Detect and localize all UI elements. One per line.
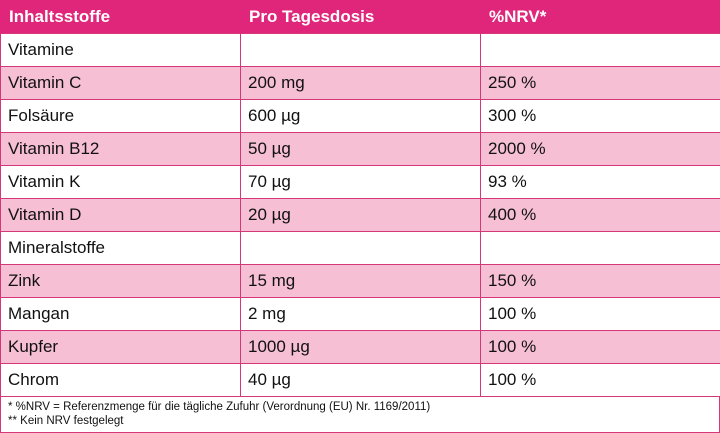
nutrition-table: Inhaltsstoffe Pro Tagesdosis %NRV* Vitam… <box>0 0 720 397</box>
table-row: Zink 15 mg 150 % <box>0 264 720 298</box>
footnote-nrv-definition: * %NRV = Referenzmenge für die tägliche … <box>8 401 431 413</box>
row-dose: 70 µg <box>240 165 481 199</box>
row-nrv: 100 % <box>480 330 720 364</box>
header-row: Inhaltsstoffe Pro Tagesdosis %NRV* <box>0 0 720 34</box>
row-nrv: 400 % <box>480 198 720 232</box>
row-name: Folsäure <box>0 99 241 133</box>
row-dose: 2 mg <box>240 297 481 331</box>
row-nrv <box>480 231 720 265</box>
table-row: Vitamin K 70 µg 93 % <box>0 165 720 199</box>
row-dose: 40 µg <box>240 363 481 397</box>
row-name: Zink <box>0 264 241 298</box>
row-dose: 600 µg <box>240 99 481 133</box>
header-nrv: %NRV* <box>480 0 720 34</box>
row-nrv <box>480 33 720 67</box>
row-dose: 15 mg <box>240 264 481 298</box>
row-dose <box>240 33 481 67</box>
row-name: Vitamine <box>0 33 241 67</box>
table-row: Folsäure 600 µg 300 % <box>0 99 720 133</box>
row-nrv: 250 % <box>480 66 720 100</box>
table-row: Vitamine <box>0 33 720 67</box>
row-name: Chrom <box>0 363 241 397</box>
row-nrv: 100 % <box>480 297 720 331</box>
row-nrv: 2000 % <box>480 132 720 166</box>
footnotes: * %NRV = Referenzmenge für die tägliche … <box>0 397 720 433</box>
table-row: Mangan 2 mg 100 % <box>0 297 720 331</box>
row-name: Kupfer <box>0 330 241 364</box>
row-name: Vitamin C <box>0 66 241 100</box>
table-body: Vitamine Vitamin C 200 mg 250 % Folsäure… <box>0 33 720 397</box>
table-row: Chrom 40 µg 100 % <box>0 363 720 397</box>
header-inhaltsstoffe: Inhaltsstoffe <box>0 0 241 34</box>
footnote-no-nrv: ** Kein NRV festgelegt <box>8 415 124 427</box>
table-row: Vitamin D 20 µg 400 % <box>0 198 720 232</box>
table-row: Vitamin B12 50 µg 2000 % <box>0 132 720 166</box>
row-dose: 20 µg <box>240 198 481 232</box>
row-name: Vitamin B12 <box>0 132 241 166</box>
row-nrv: 150 % <box>480 264 720 298</box>
row-dose: 50 µg <box>240 132 481 166</box>
table-row: Vitamin C 200 mg 250 % <box>0 66 720 100</box>
row-dose <box>240 231 481 265</box>
row-name: Vitamin D <box>0 198 241 232</box>
row-nrv: 93 % <box>480 165 720 199</box>
table-row: Mineralstoffe <box>0 231 720 265</box>
row-dose: 1000 µg <box>240 330 481 364</box>
row-nrv: 100 % <box>480 363 720 397</box>
table-row: Kupfer 1000 µg 100 % <box>0 330 720 364</box>
row-name: Mineralstoffe <box>0 231 241 265</box>
row-dose: 200 mg <box>240 66 481 100</box>
table-header: Inhaltsstoffe Pro Tagesdosis %NRV* <box>0 0 720 34</box>
header-pro-tagesdosis: Pro Tagesdosis <box>240 0 481 34</box>
row-nrv: 300 % <box>480 99 720 133</box>
row-name: Mangan <box>0 297 241 331</box>
row-name: Vitamin K <box>0 165 241 199</box>
